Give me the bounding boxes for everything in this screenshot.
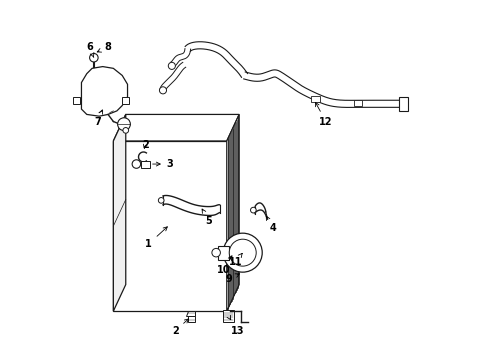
Circle shape — [211, 248, 220, 257]
Polygon shape — [113, 141, 226, 311]
Text: 10: 10 — [216, 256, 231, 275]
Text: 8: 8 — [97, 42, 111, 52]
Circle shape — [122, 127, 128, 133]
Text: 1: 1 — [145, 227, 167, 249]
Circle shape — [229, 239, 256, 266]
Text: 6: 6 — [86, 42, 94, 58]
Text: 12: 12 — [315, 103, 332, 126]
Circle shape — [159, 87, 166, 94]
Circle shape — [158, 198, 163, 203]
Polygon shape — [398, 97, 407, 111]
Polygon shape — [122, 97, 129, 104]
Polygon shape — [226, 114, 239, 311]
Text: 3: 3 — [152, 159, 173, 169]
Text: 9: 9 — [224, 274, 239, 284]
Text: 7: 7 — [94, 110, 102, 126]
Text: 11: 11 — [228, 253, 242, 266]
Polygon shape — [81, 67, 127, 116]
Text: 4: 4 — [265, 216, 276, 233]
Polygon shape — [223, 310, 233, 322]
Polygon shape — [113, 114, 125, 311]
Polygon shape — [141, 161, 149, 168]
Circle shape — [223, 233, 262, 272]
Polygon shape — [353, 100, 362, 105]
Polygon shape — [187, 316, 195, 322]
Circle shape — [250, 207, 256, 213]
Circle shape — [118, 118, 130, 131]
Text: 5: 5 — [202, 209, 212, 226]
Circle shape — [132, 160, 141, 168]
Polygon shape — [185, 311, 195, 316]
Circle shape — [168, 62, 175, 69]
Polygon shape — [218, 246, 228, 260]
Text: 13: 13 — [226, 315, 244, 336]
Polygon shape — [72, 97, 80, 104]
Circle shape — [89, 54, 98, 62]
Polygon shape — [113, 114, 239, 141]
Polygon shape — [310, 96, 319, 102]
Text: 2: 2 — [172, 319, 188, 336]
Text: 2: 2 — [142, 140, 148, 149]
